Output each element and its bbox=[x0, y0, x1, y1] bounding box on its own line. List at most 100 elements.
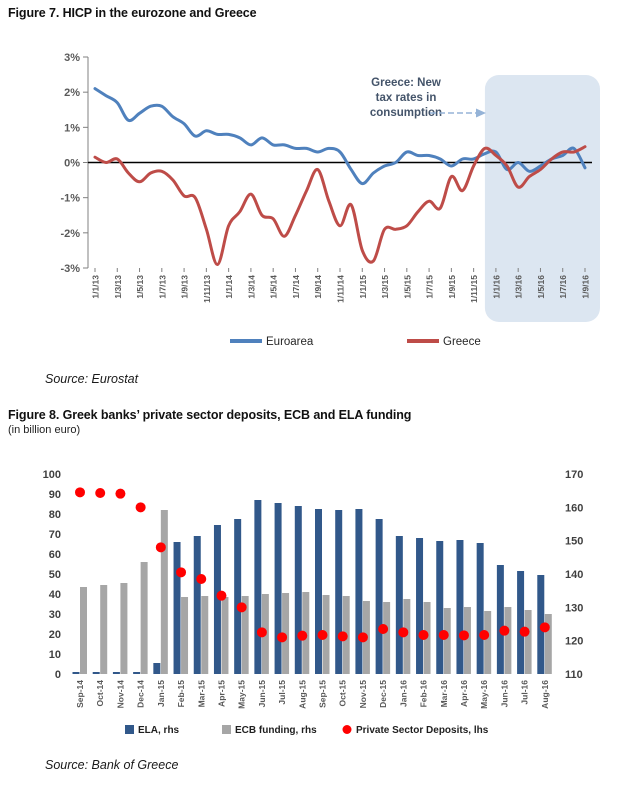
x-axis-tick-label: 1/1/13 bbox=[91, 275, 101, 299]
x-axis-tick-label: Oct-15 bbox=[338, 680, 348, 707]
ela-bar bbox=[153, 663, 161, 674]
ela-bar bbox=[375, 519, 383, 674]
x-axis-tick-label: 1/3/15 bbox=[380, 275, 390, 299]
ela-bar bbox=[213, 525, 221, 674]
x-axis-tick-label: Jul-15 bbox=[277, 680, 287, 705]
ecb-bar bbox=[181, 597, 189, 674]
legend-ela-swatch bbox=[125, 725, 134, 734]
ela-bar bbox=[274, 503, 282, 674]
ecb-bar bbox=[524, 610, 532, 674]
x-axis-tick-label: Feb-16 bbox=[419, 680, 429, 708]
left-axis-tick-label: 50 bbox=[49, 569, 61, 581]
annotation-line: tax rates in bbox=[376, 92, 437, 104]
ela-bar bbox=[335, 510, 343, 674]
right-axis-tick-label: 120 bbox=[565, 636, 583, 648]
y-axis-tick-label: 2% bbox=[64, 87, 80, 99]
ecb-bar bbox=[463, 607, 471, 674]
x-axis-tick-label: Feb-15 bbox=[176, 680, 186, 708]
x-axis-tick-label: 1/7/14 bbox=[291, 275, 301, 299]
ela-bar bbox=[456, 540, 464, 674]
x-axis-tick-label: 1/3/16 bbox=[514, 275, 524, 299]
figure7-title: Figure 7. HICP in the eurozone and Greec… bbox=[8, 6, 257, 20]
ecb-bar bbox=[201, 596, 209, 674]
x-axis-tick-label: 1/5/14 bbox=[269, 275, 279, 299]
deposits-dot bbox=[196, 574, 207, 584]
legend-ecb-label: ECB funding, rhs bbox=[235, 725, 317, 736]
deposits-dot bbox=[176, 567, 187, 578]
ecb-bar bbox=[383, 602, 391, 674]
right-axis-tick-label: 130 bbox=[565, 602, 583, 614]
figure8-subtitle: (in billion euro) bbox=[8, 424, 81, 436]
greece-line bbox=[93, 145, 587, 267]
highlight-region bbox=[484, 75, 600, 322]
x-axis-tick-label: 1/7/13 bbox=[157, 275, 167, 299]
left-axis-tick-label: 90 bbox=[49, 489, 61, 501]
deposits-dot bbox=[115, 488, 126, 499]
y-axis-tick-label: 0% bbox=[64, 158, 80, 170]
x-axis-tick-label: Jul-16 bbox=[520, 680, 530, 705]
right-axis-tick-label: 110 bbox=[565, 669, 583, 681]
ecb-bar bbox=[544, 614, 552, 674]
x-axis-tick-label: Dec-14 bbox=[136, 680, 146, 708]
left-axis-tick-label: 80 bbox=[49, 509, 61, 521]
x-axis-tick-label: Mar-16 bbox=[439, 680, 449, 708]
y-axis-tick-label: 3% bbox=[64, 52, 80, 64]
legend-ela-label: ELA, rhs bbox=[138, 725, 180, 736]
x-axis-tick-label: 1/1/14 bbox=[224, 275, 234, 299]
ela-bar bbox=[517, 571, 525, 674]
x-axis-tick-label: 1/9/14 bbox=[313, 275, 323, 299]
left-axis-tick-label: 40 bbox=[49, 589, 61, 601]
ela-bar bbox=[476, 543, 484, 674]
annotation-line: Greece: New bbox=[371, 77, 441, 89]
ecb-bar bbox=[282, 593, 290, 674]
x-axis-tick-label: 1/9/15 bbox=[447, 275, 457, 299]
figure8-source: Source: Bank of Greece bbox=[45, 758, 179, 772]
y-axis-tick-label: -1% bbox=[60, 193, 80, 205]
left-axis-tick-label: 0 bbox=[55, 669, 61, 681]
x-axis-tick-label: 1/11/15 bbox=[469, 275, 479, 303]
left-axis-tick-label: 100 bbox=[43, 469, 61, 481]
ela-bar bbox=[395, 536, 403, 674]
left-axis-tick-label: 60 bbox=[49, 549, 61, 561]
x-axis-tick-label: Apr-15 bbox=[216, 680, 226, 707]
deposits-dot bbox=[418, 630, 429, 640]
legend-euroarea-label: Euroarea bbox=[266, 336, 314, 348]
ecb-bar bbox=[403, 599, 411, 674]
x-axis-tick-label: 1/5/15 bbox=[402, 275, 412, 299]
annotation-arrowhead bbox=[476, 108, 486, 118]
y-axis-tick-label: 1% bbox=[64, 122, 80, 134]
deposits-dot bbox=[539, 622, 550, 633]
x-axis-tick-label: Jan-15 bbox=[156, 680, 166, 707]
euroarea-line bbox=[93, 87, 587, 186]
deposits-dot bbox=[75, 487, 85, 498]
x-axis-tick-label: 1/1/16 bbox=[491, 275, 501, 299]
x-axis-tick-label: Nov-14 bbox=[115, 680, 125, 709]
y-axis-tick-label: -2% bbox=[60, 228, 80, 240]
deposits-dot bbox=[499, 625, 510, 636]
deposits-dot bbox=[337, 631, 348, 642]
deposits-dot bbox=[297, 630, 308, 641]
x-axis-tick-label: Oct-14 bbox=[95, 680, 105, 707]
left-axis-tick-label: 10 bbox=[49, 649, 61, 661]
figure8-title: Figure 8. Greek banks’ private sector de… bbox=[8, 408, 412, 422]
x-axis-tick-label: 1/5/16 bbox=[536, 275, 546, 299]
legend-greece-label: Greece bbox=[443, 336, 481, 348]
ecb-bar bbox=[160, 510, 168, 674]
x-axis-tick-label: 1/11/13 bbox=[202, 275, 212, 303]
y-axis-tick-label: -3% bbox=[60, 263, 80, 275]
x-axis-tick-label: Sep-14 bbox=[75, 680, 85, 708]
x-axis-tick-label: May-16 bbox=[479, 680, 489, 709]
ela-bar bbox=[355, 509, 363, 674]
x-axis-tick-label: Aug-16 bbox=[540, 680, 550, 709]
left-axis-tick-label: 30 bbox=[49, 609, 61, 621]
x-axis-tick-label: 1/11/14 bbox=[336, 275, 346, 303]
x-axis-tick-label: 1/7/16 bbox=[558, 275, 568, 299]
x-axis-tick-label: Mar-15 bbox=[196, 680, 206, 708]
x-axis-tick-label: 1/9/13 bbox=[180, 275, 190, 299]
x-axis-tick-label: Jun-16 bbox=[499, 680, 509, 708]
figure8-chart: 0 10 20 30 40 50 60 70 80 90 100 110 120 130 140 150 160… bbox=[43, 469, 584, 736]
deposits-dot bbox=[277, 632, 288, 643]
ela-bar bbox=[72, 672, 80, 674]
left-axis-tick-label: 20 bbox=[49, 629, 61, 641]
ecb-bar bbox=[443, 608, 451, 674]
